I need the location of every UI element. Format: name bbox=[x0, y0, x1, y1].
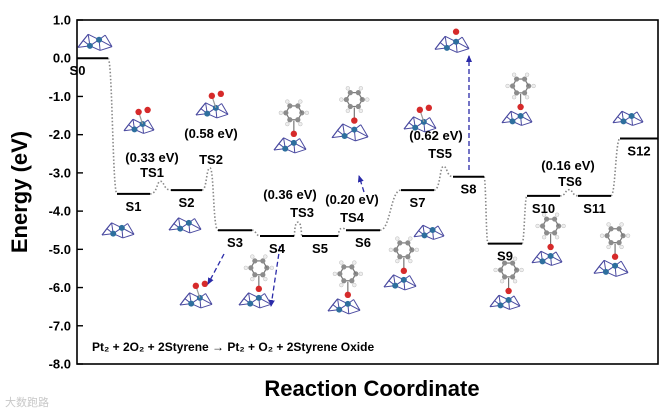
molecular-structure bbox=[327, 260, 363, 315]
y-tick-label: -8.0 bbox=[49, 357, 71, 372]
y-tick-label: -3.0 bbox=[49, 165, 71, 180]
molecular-structure bbox=[612, 110, 644, 126]
connector-line bbox=[559, 188, 579, 197]
y-tick-label: -6.0 bbox=[49, 280, 71, 295]
molecular-structure bbox=[273, 99, 309, 154]
connector-line bbox=[521, 195, 528, 245]
molecular-structure bbox=[101, 222, 135, 239]
molecular-structure bbox=[238, 254, 274, 309]
molecular-structure bbox=[413, 224, 445, 240]
ts-label-ts4: TS4 bbox=[340, 210, 365, 225]
ts-label-ts2: TS2 bbox=[199, 152, 223, 167]
ts-label-ts3: TS3 bbox=[290, 205, 314, 220]
pointer-arrow bbox=[357, 175, 365, 193]
state-label-s0: S0 bbox=[70, 63, 86, 78]
y-tick-label: -4.0 bbox=[49, 204, 71, 219]
molecular-structure bbox=[531, 212, 566, 266]
y-tick-label: -2.0 bbox=[49, 127, 71, 142]
pointer-arrow bbox=[268, 245, 281, 307]
barrier-label-ts3: (0.36 eV) bbox=[263, 187, 316, 202]
y-tick-label: 1.0 bbox=[53, 13, 71, 28]
molecular-structure bbox=[434, 28, 470, 53]
state-label-s2: S2 bbox=[179, 195, 195, 210]
molecular-structure bbox=[77, 33, 113, 51]
energy-levels-layer bbox=[77, 57, 658, 245]
reaction-equation: Pt₂ + 2O₂ + 2Styrene → Pt₂ + O₂ + 2Styre… bbox=[92, 340, 374, 354]
y-axis: 1.0 0.0 -1.0 -2.0 -3.0 -4.0 -5.0 -6.0 -7.0 -8.0 bbox=[49, 13, 83, 372]
plot-frame bbox=[76, 19, 659, 365]
barrier-label-ts2: (0.58 eV) bbox=[184, 126, 237, 141]
molecular-structure bbox=[331, 86, 370, 142]
connector-line bbox=[107, 57, 118, 195]
ts-label-ts6: TS6 bbox=[558, 174, 582, 189]
connector-line bbox=[251, 229, 261, 237]
pointer-arrow bbox=[207, 253, 225, 285]
arrow-layer bbox=[207, 55, 472, 307]
state-label-s6: S6 bbox=[355, 235, 371, 250]
y-tick-label: 0.0 bbox=[53, 51, 71, 66]
molecular-structure bbox=[383, 236, 419, 291]
ts-label-ts5: TS5 bbox=[428, 146, 452, 161]
x-axis-title: Reaction Coordinate bbox=[264, 376, 479, 401]
connector-line bbox=[379, 189, 402, 232]
connector-line bbox=[483, 175, 489, 245]
connector-line bbox=[149, 180, 172, 195]
state-label-s9: S9 bbox=[497, 249, 513, 264]
y-axis-title: Energy (eV) bbox=[7, 131, 32, 253]
barrier-label-ts1: (0.33 eV) bbox=[125, 150, 178, 165]
state-label-s3: S3 bbox=[227, 235, 243, 250]
y-tick-label: -1.0 bbox=[49, 89, 71, 104]
y-tick-label: -7.0 bbox=[49, 318, 71, 333]
state-label-s5: S5 bbox=[312, 241, 328, 256]
molecular-structures-layer bbox=[77, 28, 644, 315]
molecular-structure bbox=[168, 217, 202, 234]
molecular-structure bbox=[501, 72, 536, 126]
state-label-s8: S8 bbox=[461, 182, 477, 197]
molecular-structure bbox=[195, 90, 229, 119]
state-label-s12: S12 bbox=[627, 143, 650, 158]
barrier-label-ts6: (0.16 eV) bbox=[541, 158, 594, 173]
molecular-structure bbox=[123, 106, 155, 134]
state-label-s10: S10 bbox=[532, 201, 555, 216]
connector-line bbox=[337, 227, 347, 237]
molecular-structure bbox=[403, 104, 437, 133]
connector-line bbox=[201, 167, 219, 232]
molecular-structure bbox=[179, 280, 213, 309]
watermark-text: 大数跑路 bbox=[5, 395, 49, 409]
connector-line bbox=[433, 165, 454, 191]
state-label-s4: S4 bbox=[269, 241, 286, 256]
state-label-s11: S11 bbox=[583, 201, 605, 216]
connector-line bbox=[293, 221, 303, 237]
connector-line bbox=[610, 137, 621, 197]
ts-label-ts1: TS1 bbox=[140, 165, 164, 180]
molecular-structure bbox=[489, 256, 524, 310]
state-label-s7: S7 bbox=[410, 195, 426, 210]
barrier-label-ts4: (0.20 eV) bbox=[325, 192, 378, 207]
barrier-label-ts5: (0.62 eV) bbox=[409, 128, 462, 143]
connector-layer bbox=[107, 57, 621, 245]
y-tick-label: -5.0 bbox=[49, 242, 71, 257]
state-label-s1: S1 bbox=[126, 199, 142, 214]
molecular-structure bbox=[593, 222, 631, 277]
